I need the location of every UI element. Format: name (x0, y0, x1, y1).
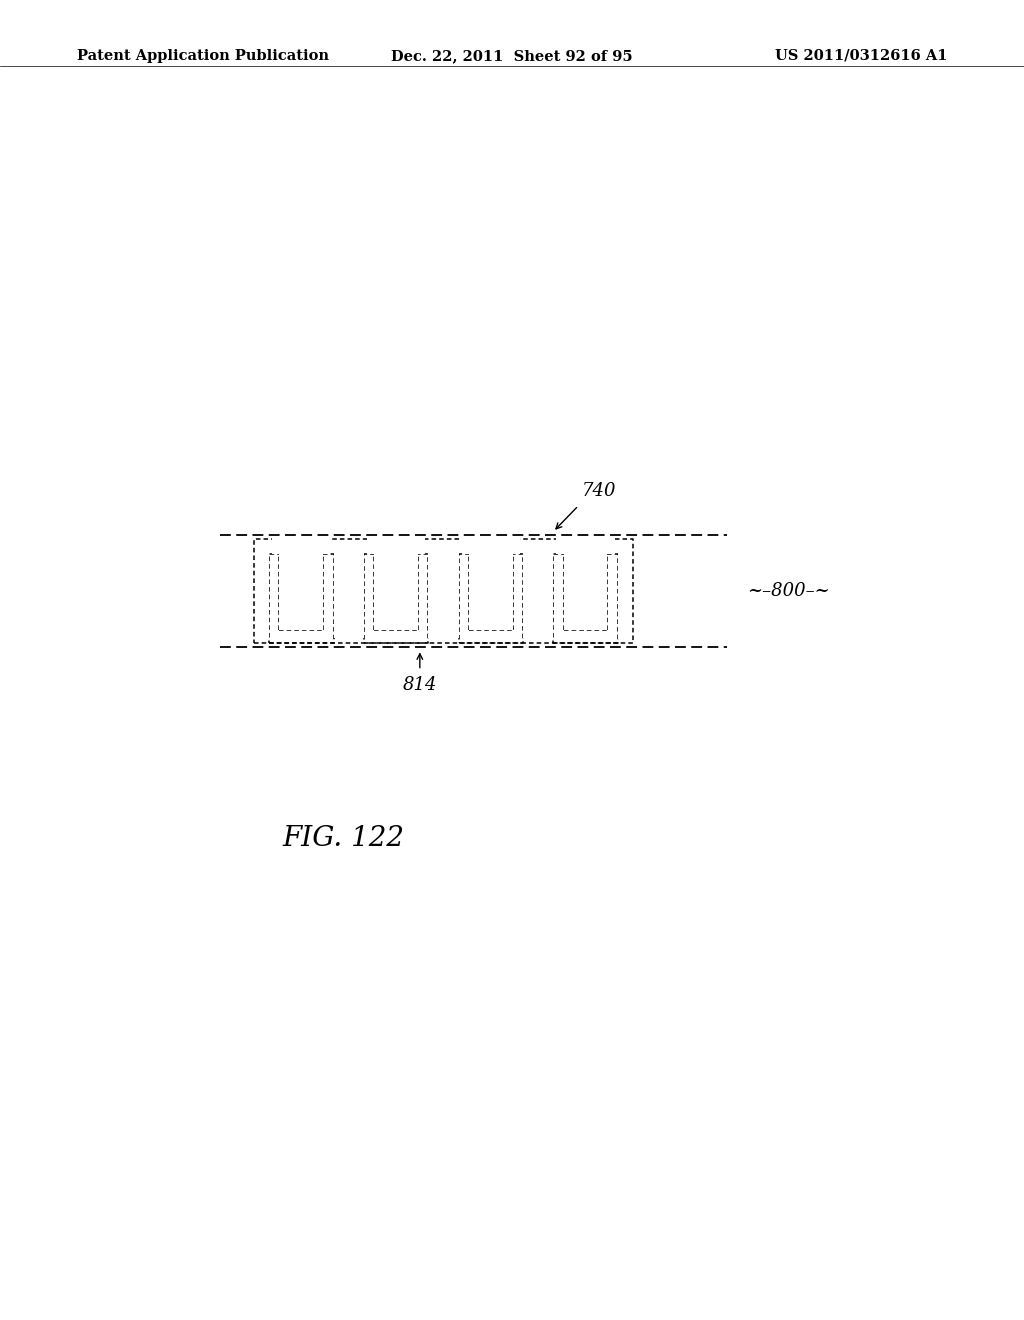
Polygon shape (257, 543, 269, 639)
Text: Patent Application Publication: Patent Application Publication (77, 49, 329, 63)
Polygon shape (374, 552, 418, 630)
Polygon shape (462, 536, 520, 554)
Text: FIG. 122: FIG. 122 (282, 825, 404, 851)
Text: 814: 814 (402, 676, 437, 694)
Polygon shape (334, 544, 364, 638)
Polygon shape (556, 536, 614, 554)
Text: ~–800–~: ~–800–~ (748, 582, 830, 599)
Polygon shape (428, 544, 459, 638)
Text: Dec. 22, 2011  Sheet 92 of 95: Dec. 22, 2011 Sheet 92 of 95 (391, 49, 633, 63)
Polygon shape (469, 552, 513, 630)
Polygon shape (617, 543, 630, 639)
Text: US 2011/0312616 A1: US 2011/0312616 A1 (775, 49, 947, 63)
Polygon shape (367, 536, 425, 554)
Polygon shape (272, 536, 331, 554)
Text: 740: 740 (582, 482, 616, 500)
Polygon shape (563, 552, 607, 630)
Polygon shape (523, 544, 553, 638)
Polygon shape (280, 552, 324, 630)
